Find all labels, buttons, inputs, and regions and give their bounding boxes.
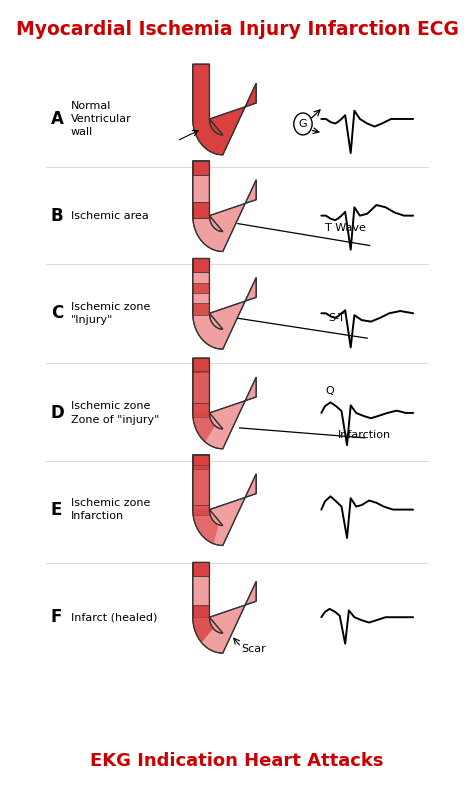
Polygon shape	[193, 358, 210, 372]
Text: G: G	[299, 119, 307, 129]
Polygon shape	[193, 259, 256, 350]
Polygon shape	[193, 617, 213, 642]
Text: Infarct (healed): Infarct (healed)	[71, 612, 157, 623]
Text: T Wave: T Wave	[326, 222, 366, 233]
Text: Q: Q	[325, 386, 334, 396]
Polygon shape	[193, 563, 210, 576]
Polygon shape	[193, 371, 210, 403]
Polygon shape	[193, 413, 215, 442]
Text: Ischemic area: Ischemic area	[71, 211, 149, 221]
Text: EKG Indication Heart Attacks: EKG Indication Heart Attacks	[90, 752, 384, 770]
Polygon shape	[193, 465, 210, 505]
Polygon shape	[193, 303, 210, 316]
Polygon shape	[193, 161, 256, 252]
Text: Ischemic zone
Infarction: Ischemic zone Infarction	[71, 498, 150, 522]
Polygon shape	[193, 454, 210, 469]
Polygon shape	[193, 283, 210, 294]
Polygon shape	[193, 259, 210, 272]
Text: Normal
Ventricular
wall: Normal Ventricular wall	[71, 101, 132, 137]
Text: Scar: Scar	[241, 644, 266, 654]
Polygon shape	[193, 454, 256, 545]
Text: E: E	[51, 500, 62, 518]
Text: B: B	[51, 207, 64, 225]
Polygon shape	[193, 403, 210, 417]
Text: Ischemic zone
"Injury": Ischemic zone "Injury"	[71, 301, 150, 325]
Text: C: C	[51, 305, 63, 322]
Text: Infarction: Infarction	[338, 430, 391, 439]
Text: A: A	[51, 110, 64, 128]
Polygon shape	[193, 510, 219, 544]
Text: Myocardial Ischemia Injury Infarction ECG: Myocardial Ischemia Injury Infarction EC…	[16, 20, 458, 39]
Text: Ischemic zone
Zone of "injury": Ischemic zone Zone of "injury"	[71, 402, 159, 424]
Text: S-T: S-T	[328, 313, 345, 323]
Text: D: D	[51, 404, 64, 422]
Text: F: F	[51, 608, 62, 626]
Polygon shape	[193, 563, 256, 653]
Polygon shape	[193, 358, 256, 449]
Polygon shape	[193, 605, 210, 617]
Polygon shape	[193, 202, 210, 218]
Polygon shape	[193, 161, 210, 175]
Polygon shape	[193, 64, 256, 155]
Polygon shape	[193, 505, 210, 514]
